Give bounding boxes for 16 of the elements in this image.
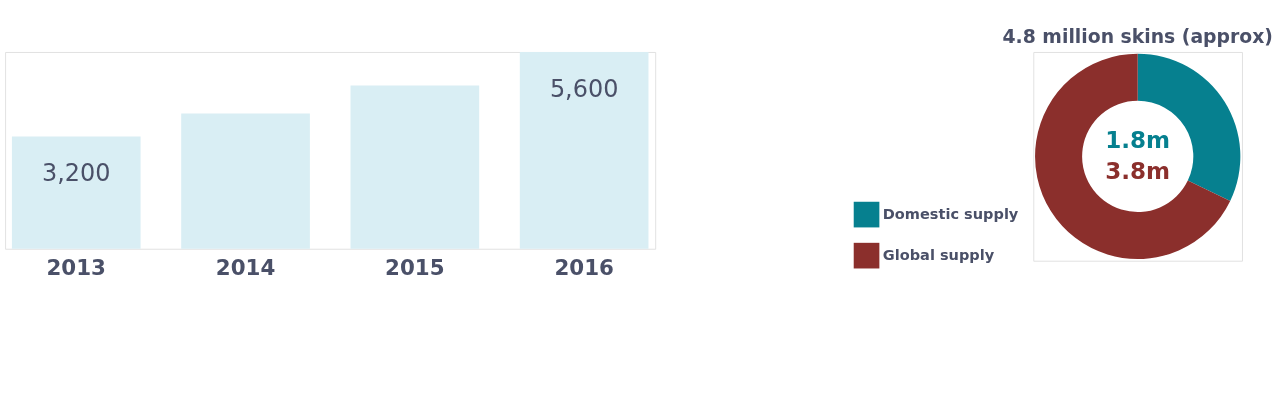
x-tick-label: 2015 (385, 254, 445, 280)
data-label: 5,600 (549, 74, 619, 103)
chart-title: 4.8 million skins (approx) (1002, 25, 1273, 47)
bar (181, 113, 310, 249)
legend-label: Global supply (882, 246, 995, 263)
bar (519, 52, 649, 249)
bar (11, 136, 141, 249)
data-label: 1.8m (1105, 126, 1171, 153)
donut-slice (1035, 53, 1231, 259)
x-tick-label: 2014 (215, 254, 276, 280)
legend-label: Domestic supply (882, 205, 1019, 222)
bar (350, 85, 480, 249)
x-tick-label: 2016 (554, 254, 614, 280)
x-tick-label: 2013 (46, 254, 106, 280)
data-label: 3.8m (1105, 157, 1171, 184)
data-label: 3,200 (41, 158, 111, 187)
